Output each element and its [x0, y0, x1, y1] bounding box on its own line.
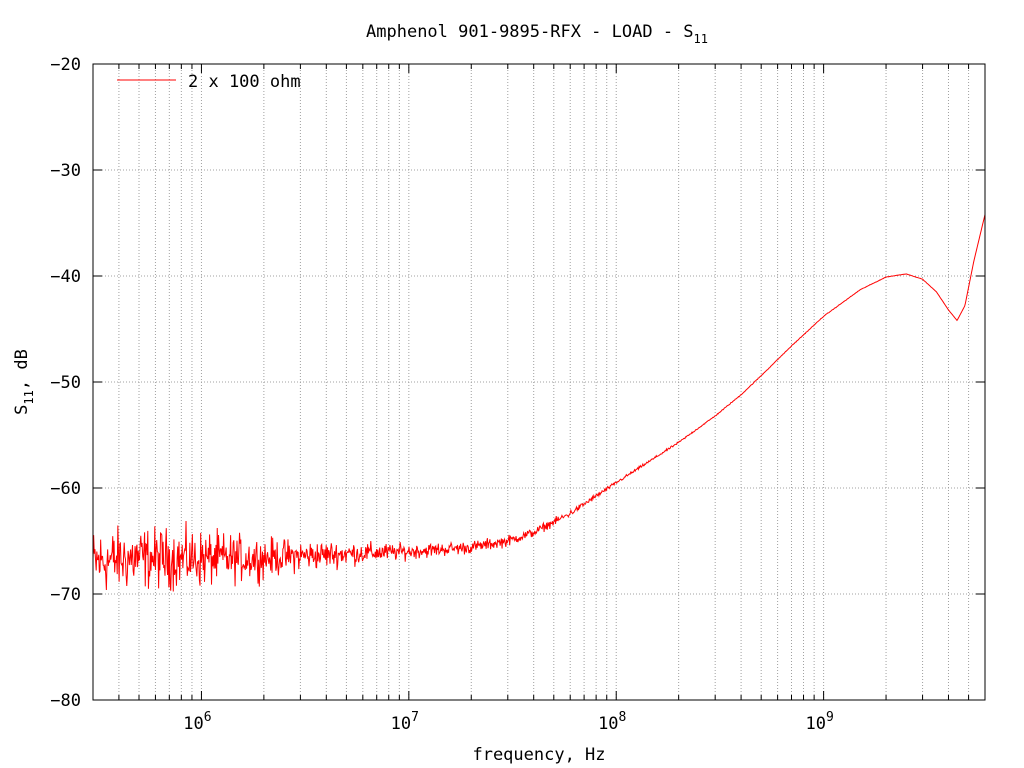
x-tick-label: 107 [391, 710, 419, 734]
y-tick-label: −50 [50, 373, 81, 393]
y-tick-label: −20 [50, 55, 81, 75]
y-axis-label-unit: , dB [12, 349, 32, 390]
legend-label: 2 x 100 ohm [188, 72, 301, 92]
series-line-2x100-ohm [92, 214, 986, 592]
y-axis-label-subscript: 11 [22, 390, 36, 404]
x-tick-label: 106 [183, 710, 211, 734]
x-axis-label: frequency, Hz [472, 745, 605, 765]
y-axis-label: S11, dB [12, 349, 36, 415]
legend: 2 x 100 ohm [117, 72, 301, 92]
x-tick-label: 109 [805, 710, 833, 734]
y-tick-label: −40 [50, 267, 81, 287]
chart-title: Amphenol 901-9895-RFX - LOAD - S11 [366, 22, 708, 46]
series-layer [92, 214, 986, 592]
y-tick-label: −70 [50, 585, 81, 605]
y-tick-label: −30 [50, 161, 81, 181]
chart-title-subscript: 11 [694, 32, 708, 46]
y-axis-label-main: S [12, 405, 32, 415]
tick-layer [92, 63, 986, 701]
plot-frame [92, 63, 986, 701]
grid-layer [92, 64, 986, 700]
x-tick-label: 108 [598, 710, 626, 734]
y-tick-label: −80 [50, 691, 81, 711]
label-layer: −20 −30 −40 −50 −60 −70 −80 106 107 108 109 [50, 55, 833, 734]
chart-title-text: Amphenol 901-9895-RFX - LOAD - S [366, 22, 694, 42]
y-tick-label: −60 [50, 479, 81, 499]
